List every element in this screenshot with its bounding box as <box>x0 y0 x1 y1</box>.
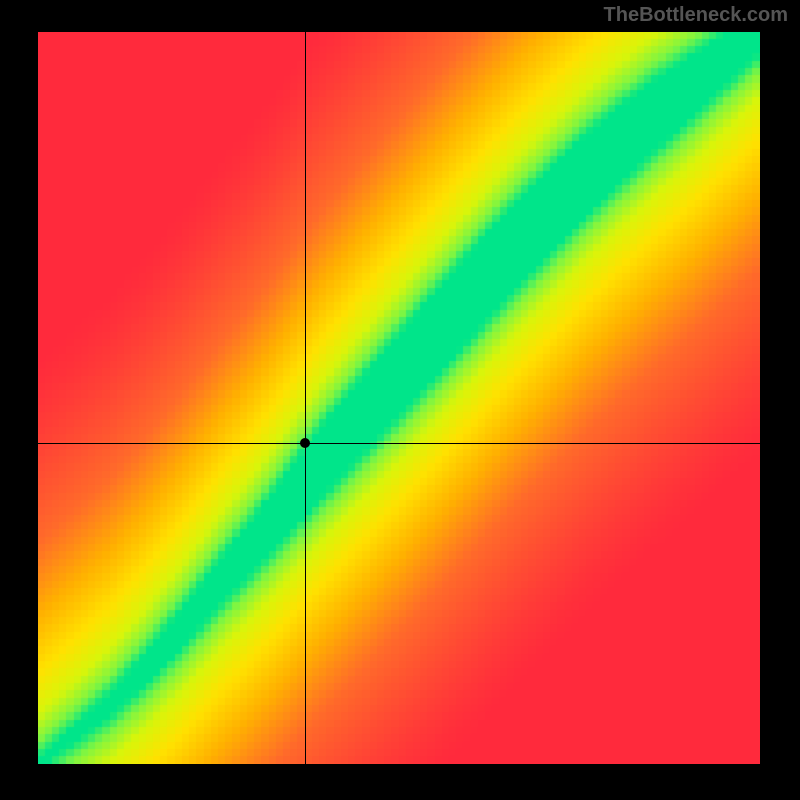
heatmap-canvas <box>38 32 760 764</box>
marker-point <box>300 438 310 448</box>
crosshair-horizontal <box>38 443 760 444</box>
crosshair-vertical <box>305 32 306 764</box>
watermark-text: TheBottleneck.com <box>604 4 788 27</box>
chart-container: TheBottleneck.com <box>0 0 800 800</box>
plot-area <box>38 32 760 764</box>
